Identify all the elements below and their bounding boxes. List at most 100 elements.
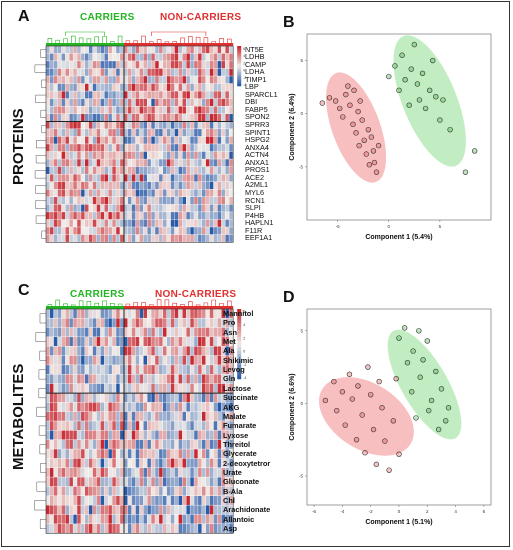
- color-scale-tick: 4: [243, 54, 245, 58]
- non-carrier-point: [379, 405, 385, 411]
- color-scale-step: [237, 50, 242, 53]
- y-tick-label: -5: [299, 164, 303, 169]
- non-carrier-point: [319, 100, 326, 106]
- carrier-point: [402, 77, 408, 83]
- carrier-point: [386, 73, 392, 80]
- carrier-point: [445, 405, 452, 411]
- non-carrier-point: [322, 397, 329, 404]
- protein-row-label: FABP5: [245, 104, 268, 114]
- confidence-ellipse: [326, 72, 387, 183]
- color-scale-step: [237, 330, 242, 334]
- metabolite-row-label: Lyxose: [223, 430, 249, 440]
- x-tick-label: -5: [336, 224, 340, 229]
- carrier-point: [420, 357, 426, 363]
- metabolite-row-label: Malate: [223, 411, 247, 421]
- carrier-point: [433, 368, 439, 375]
- y-tick-label: 5: [300, 328, 303, 333]
- metabolite-row-label: Asp: [223, 524, 237, 534]
- carrier-point: [414, 81, 421, 87]
- metabolite-row-label: Urate: [223, 467, 242, 477]
- row-dendrogram: [34, 313, 46, 529]
- non-carrier-point: [347, 102, 353, 108]
- x-tick-label: 2: [426, 509, 429, 514]
- color-scale-step: [237, 62, 242, 65]
- non-carrier-point: [353, 436, 360, 443]
- non-carriers-label-c: NON-CARRIERS: [155, 289, 237, 300]
- x-axis-label: Component 1 (5.1%): [365, 519, 432, 526]
- color-scale-step: [237, 74, 242, 77]
- color-scale-step: [237, 58, 242, 61]
- non-carrier-point: [386, 467, 392, 473]
- non-carrier-point: [393, 375, 399, 382]
- color-scale-step: [237, 323, 242, 327]
- carriers-label-a: CARRIERS: [80, 12, 135, 23]
- carrier-point: [419, 70, 426, 77]
- x-tick-label: -2: [369, 509, 373, 514]
- protein-row-label: CAMP: [245, 59, 267, 69]
- confidence-ellipse: [393, 35, 466, 167]
- carrier-point: [438, 386, 445, 392]
- protein-row-label: LDHB: [245, 52, 265, 62]
- color-scale-step: [237, 78, 242, 81]
- non-carrier-point: [345, 83, 351, 89]
- non-carrier-point: [355, 383, 361, 389]
- non-carrier-point: [365, 126, 372, 133]
- non-carrier-point: [351, 87, 357, 94]
- protein-heatmap: 6 4 2 0 -2 -4: [34, 31, 246, 243]
- color-scale-step: [237, 368, 242, 373]
- x-tick-label: 0: [388, 224, 391, 229]
- non-carrier-point: [363, 151, 369, 157]
- carrier-point: [410, 348, 416, 354]
- metabolite-row-label: Threitol: [223, 439, 251, 449]
- metabolite-row-label: Levog: [223, 365, 245, 375]
- protein-row-label: SPINT1: [245, 127, 271, 137]
- color-scale-tick: 6: [243, 47, 245, 51]
- color-scale-step: [237, 358, 242, 362]
- color-scale-step: [237, 66, 242, 69]
- pca-scatter-b: -5 0 5 5 0 -5 Component 1 (5.4%) Component 2 (6…: [289, 33, 492, 241]
- y-axis-label: Component 2 (6.6%): [289, 373, 296, 440]
- metabolite-row-label: Fumarate: [223, 421, 257, 431]
- non-carrier-point: [366, 162, 373, 168]
- protein-row-label: MYL6: [245, 187, 265, 197]
- color-scale-step: [237, 312, 242, 317]
- non-carrier-point: [370, 148, 377, 154]
- metabolite-row-label: Shikimic: [223, 355, 254, 365]
- color-scale-step: [237, 52, 242, 55]
- protein-row-label: ANXA1: [245, 157, 269, 167]
- color-scale-tick: -4: [243, 376, 246, 380]
- non-carrier-point: [390, 418, 397, 424]
- non-carrier-point: [349, 396, 355, 402]
- protein-row-label: SPARCL1: [245, 89, 278, 99]
- non-carrier-point: [396, 451, 402, 457]
- non-carrier-point: [334, 407, 340, 414]
- color-scale-step: [237, 375, 242, 380]
- color-scale-step: [237, 82, 242, 85]
- color-scale-step: [237, 340, 242, 345]
- carrier-point: [392, 63, 398, 69]
- x-axis-label: Component 1 (5.4%): [365, 234, 432, 241]
- carrier-point: [396, 335, 402, 341]
- color-scale-tick: 4: [243, 323, 245, 327]
- protein-row-label: EEF1A1: [245, 233, 273, 243]
- panel-letter-b: B: [283, 14, 295, 31]
- carrier-point: [443, 418, 449, 424]
- row-dendrogram: [34, 49, 46, 239]
- protein-row-label: HSPG2: [245, 135, 270, 145]
- color-scale-step: [237, 54, 242, 57]
- metabolite-row-label: Succinate: [223, 393, 258, 403]
- protein-row-label: P4HB: [245, 210, 265, 220]
- confidence-ellipse: [319, 377, 414, 456]
- carrier-point: [424, 338, 431, 344]
- carriers-label-c: CARRIERS: [70, 289, 125, 300]
- color-scale-tick: 0: [243, 350, 245, 354]
- carrier-point: [426, 407, 432, 414]
- carrier-point: [440, 97, 446, 103]
- non-carrier-point: [355, 108, 361, 115]
- carrier-point: [408, 66, 414, 72]
- non-carrier-point: [367, 391, 374, 398]
- carrier-point: [430, 57, 436, 64]
- color-scale-step: [237, 76, 242, 79]
- protein-row-label: RCN1: [245, 195, 265, 205]
- protein-row-label: NT5E: [245, 44, 264, 54]
